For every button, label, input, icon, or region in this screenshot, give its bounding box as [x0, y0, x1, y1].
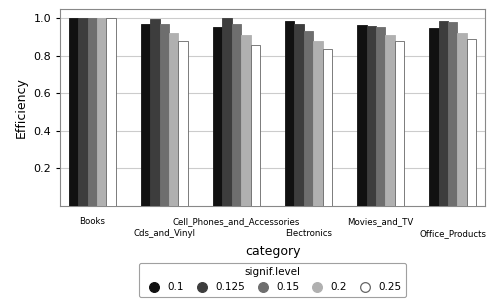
Bar [448, 22, 458, 206]
Bar [250, 45, 260, 206]
Bar [376, 27, 385, 206]
Bar [232, 24, 241, 206]
Bar [285, 21, 294, 206]
Text: category: category [245, 245, 300, 258]
Text: Cds_and_Vinyl: Cds_and_Vinyl [134, 229, 196, 238]
Bar [322, 49, 332, 206]
Bar [466, 39, 476, 206]
Text: Cell_Phones_and_Accessories: Cell_Phones_and_Accessories [173, 217, 300, 226]
Y-axis label: Efficiency: Efficiency [14, 77, 28, 138]
Bar [429, 28, 438, 206]
Bar [222, 18, 232, 206]
Bar [78, 18, 88, 206]
Bar [213, 27, 222, 206]
Bar [169, 33, 178, 206]
Bar [178, 41, 188, 206]
Bar [313, 41, 322, 206]
Bar [106, 18, 116, 206]
Bar [150, 19, 160, 206]
Bar [141, 24, 150, 206]
Bar [385, 35, 394, 206]
Bar [394, 41, 404, 206]
Text: Electronics: Electronics [285, 229, 332, 238]
Legend: 0.1, 0.125, 0.15, 0.2, 0.25: 0.1, 0.125, 0.15, 0.2, 0.25 [140, 263, 406, 297]
Bar [438, 21, 448, 206]
Text: Books: Books [80, 217, 106, 226]
Bar [160, 24, 169, 206]
Bar [241, 35, 250, 206]
Bar [357, 25, 366, 206]
Bar [88, 18, 97, 206]
Bar [69, 18, 78, 206]
Bar [294, 24, 304, 206]
Text: Office_Products: Office_Products [419, 229, 486, 238]
Bar [366, 26, 376, 206]
Text: Movies_and_TV: Movies_and_TV [348, 217, 414, 226]
Bar [97, 18, 106, 206]
Bar [304, 31, 313, 206]
Bar [458, 33, 466, 206]
